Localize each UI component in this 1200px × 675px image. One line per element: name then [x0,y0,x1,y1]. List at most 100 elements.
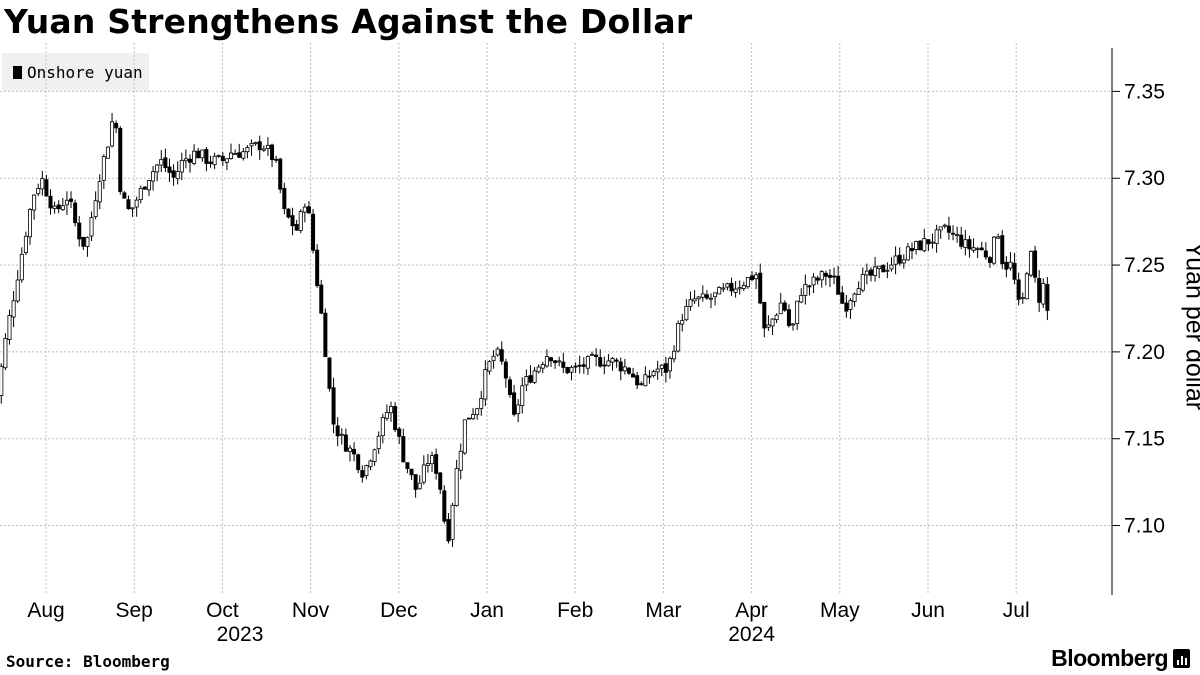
candle-body [142,186,147,190]
candle-body [610,357,615,363]
legend: Onshore yuan [2,53,149,91]
candle-body [692,298,697,302]
candle-body [992,236,997,264]
candle-body [196,150,201,159]
candle-body [815,277,820,281]
candle-body [167,166,172,173]
candle-body [81,236,86,247]
candle-body [663,363,668,373]
candle-body [23,235,28,254]
candle-body [229,152,234,159]
candle-body [446,519,451,542]
candle-body [19,253,24,281]
candle-body [901,259,906,264]
candle-body [97,181,102,203]
candle-body [171,170,176,178]
candle-body [819,271,824,281]
candle-body [971,247,976,251]
candle-body [516,404,521,415]
candle-body [257,141,262,151]
candle-body [803,283,808,296]
candle-body [212,155,217,166]
candle-body [873,266,878,276]
candle-body [758,272,763,304]
candle-body [69,198,74,202]
candle-body [832,275,837,278]
candle-body [393,406,398,431]
candle-body [987,257,992,263]
candle-body [146,180,151,191]
candle-body [594,354,599,358]
candle-body [499,349,504,362]
candle-body [778,302,783,315]
candle-body [659,364,664,369]
candle-body [261,148,266,151]
candle-body [44,179,49,197]
candle-body [717,287,722,295]
candle-body [126,199,131,210]
candle-body [856,288,861,295]
candle-body [114,122,119,129]
candle-body [1033,250,1038,278]
candle-body [647,375,652,378]
candle-body [626,367,631,374]
candle-body [655,368,660,373]
candle-body [89,217,94,237]
candle-body [959,234,964,247]
candle-body [495,348,500,356]
candle-body [462,419,467,454]
candle-body [339,433,344,436]
candle-body [360,470,365,478]
candle-body [384,412,389,419]
candle-body [573,365,578,368]
x-tick-label: Jun [911,599,945,622]
candle-body [561,361,566,368]
candle-body [926,239,931,245]
candle-body [245,147,250,153]
candle-body [700,293,705,298]
candle-body [483,369,488,400]
brand-name: Bloomberg [1051,645,1168,671]
candle-body [475,408,480,416]
candle-body [1045,284,1050,311]
y-tick-label: 7.15 [1124,428,1165,451]
candle-body [1000,235,1005,265]
candle-body [1041,282,1046,305]
candle-body [840,292,845,304]
candle-body [651,371,656,377]
candle-body [881,264,886,273]
candle-body [696,296,701,300]
candle-body [910,248,915,252]
candle-body [737,287,742,290]
candle-body [356,454,361,471]
candle-body [762,302,767,329]
candle-body [323,312,328,358]
candle-body [204,149,209,164]
candle-body [631,373,636,378]
brand: Bloomberg [1051,645,1190,672]
candle-body [93,200,98,217]
candle-body [745,277,750,288]
candle-body [618,361,623,372]
candle-body [302,206,307,213]
candle-body [893,255,898,265]
y-axis-label: Yuan per dollar [1180,241,1200,411]
candle-body [134,199,139,208]
candle-body [565,367,570,374]
x-tick-label: Apr [735,599,768,622]
candle-body [581,364,586,367]
candle-body [622,366,627,372]
candle-body [401,436,406,463]
candle-body [15,279,20,302]
candle-body [918,240,923,251]
candle-body [614,359,619,362]
candle-body [639,383,644,385]
x-tick-label: Jan [470,599,504,622]
candle-body [372,449,377,462]
bloomberg-logo-icon [1173,649,1190,668]
candle-body [298,211,303,232]
candle-body [524,376,529,386]
candle-body [331,387,336,425]
candle-body [56,204,61,210]
candle-body [442,490,447,522]
